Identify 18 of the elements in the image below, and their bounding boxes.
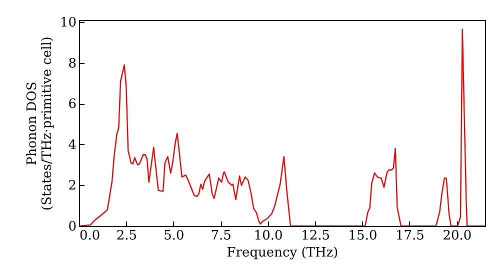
y-tick-label: 2 <box>68 178 76 194</box>
x-tick-label: 10.0 <box>254 228 283 244</box>
x-tick-label: 15.0 <box>348 228 378 244</box>
y-tick-label: 8 <box>68 56 76 72</box>
line-series <box>79 28 485 226</box>
x-tick-label: 2.5 <box>116 228 138 244</box>
x-tick-label: 0.0 <box>80 228 100 244</box>
x-tick-label: 5.0 <box>164 228 184 244</box>
x-tick-label: 7.5 <box>210 228 232 244</box>
y-tick-label: 0 <box>68 220 76 234</box>
y-axis-title: Phonon DOS (States/THz·primitive cell) <box>24 36 55 211</box>
y-tick-label: 6 <box>68 97 76 112</box>
y-tick-label: 4 <box>68 138 76 153</box>
x-tick-label: 12.5 <box>301 228 330 244</box>
x-axis-title: Frequency (THz) <box>226 246 338 260</box>
y-tick-label: 10 <box>60 16 76 31</box>
x-tick-label: 20.0 <box>442 228 472 244</box>
x-tick-label: 17.5 <box>395 228 424 244</box>
